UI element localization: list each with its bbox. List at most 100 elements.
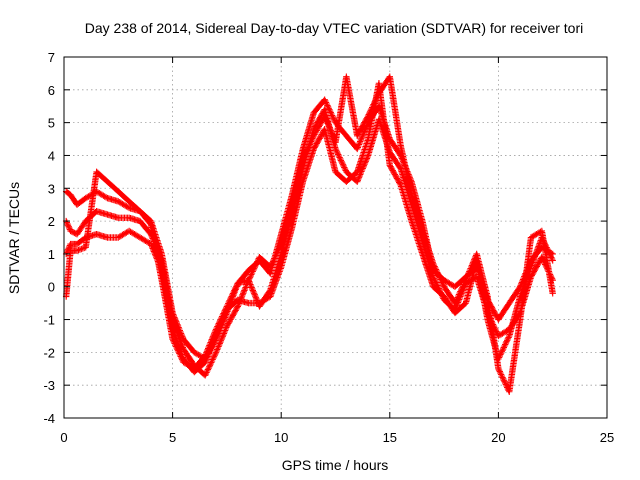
data-point [408,191,415,199]
data-point [191,365,198,372]
data-point [321,112,328,120]
data-point [212,326,220,333]
data-point [549,257,556,264]
y-tick-label: -1 [43,313,55,328]
y-tick-label: 4 [48,148,55,163]
data-point [245,276,252,284]
chart-title: Day 238 of 2014, Sidereal Day-to-day VTE… [85,20,584,36]
data-point [451,283,459,290]
data-point [451,309,459,317]
data-point [82,244,89,251]
data-point [73,201,81,208]
data-point [104,234,111,241]
x-tick-label: 5 [169,430,176,445]
data-point [354,145,361,153]
data-point [495,316,502,323]
data-point [158,276,165,284]
data-point [67,240,74,248]
data-point [93,168,100,176]
data-point [104,211,111,218]
data-point [115,214,122,222]
data-point [299,155,307,162]
data-point [288,224,296,231]
data-point [549,290,556,297]
data-point [332,145,339,153]
data-point [321,96,328,103]
data-point [430,260,437,267]
data-point [506,388,513,395]
data-point [375,80,383,87]
x-tick-label: 20 [491,430,505,445]
data-point [397,142,404,149]
data-point [408,217,415,225]
data-point [310,145,317,153]
data-point [310,132,317,139]
y-tick-label: -3 [43,378,55,393]
data-point [419,227,426,235]
data-point [397,181,404,189]
data-point [223,303,231,310]
data-point [462,299,470,307]
data-point [234,296,241,304]
x-tick-label: 10 [274,430,288,445]
data-point [125,198,133,205]
data-point [278,240,285,248]
data-point [256,299,263,307]
data-point [343,178,350,185]
x-tick-label: 15 [383,430,397,445]
data-point [73,247,81,254]
data-point [234,280,241,287]
data-point [136,208,144,215]
data-point [93,231,100,238]
y-tick-label: 5 [48,116,55,131]
data-point [332,139,339,146]
plot-frame [63,56,608,419]
y-tick-label: -2 [43,345,55,360]
data-point [299,178,307,185]
data-point [136,234,144,241]
data-point [125,227,133,235]
data-point [386,162,393,169]
data-point [245,299,252,307]
data-point [343,73,350,80]
data-point [386,73,393,80]
data-point [104,178,111,185]
data-point [364,152,372,159]
data-point [115,234,122,241]
data-point [201,352,209,359]
y-tick-label: 1 [48,247,55,262]
data-point [516,316,524,323]
data-point [125,204,133,212]
axis-ticks: 0 5 10 15 20 25 -4 -3 -2 -1 0 1 2 3 4 5 6 7 [43,50,614,445]
data-point [169,336,176,343]
data-point [267,263,274,271]
data-point [354,132,361,139]
data-point [136,217,144,225]
data-point [201,359,209,366]
data-point [104,194,111,202]
data-point [212,349,220,356]
y-tick-label: 2 [48,214,55,229]
data-point [73,240,81,248]
data-point [321,106,328,113]
data-point [223,322,231,330]
data-point [506,332,513,340]
data-point [191,349,198,356]
data-point [67,247,74,254]
data-point [115,198,122,205]
data-point [125,214,133,222]
data-point [495,365,502,372]
data-point [321,126,328,133]
data-point [354,168,361,176]
y-tick-label: 0 [48,280,55,295]
data-point [73,231,81,238]
data-point [267,293,274,300]
data-point [201,372,209,379]
data-point [527,234,535,241]
data-point [440,283,448,290]
data-point [484,293,491,300]
data-point [430,283,437,290]
data-point [310,109,317,116]
data-point [451,299,459,307]
